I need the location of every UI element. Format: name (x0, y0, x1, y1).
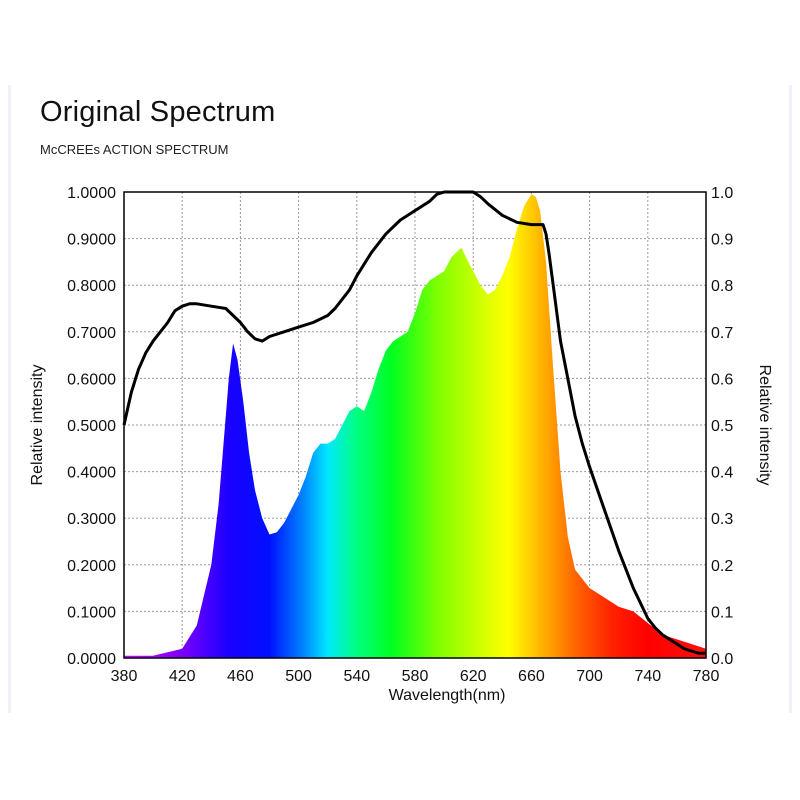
chart-subtitle: McCREEs ACTION SPECTRUM (40, 142, 229, 157)
y-right-tick-label: 0.8 (711, 278, 733, 295)
x-axis-ticks: 380 420 460 500 540 580 620 660 700 740 780 (111, 668, 720, 685)
y-axis-right-ticks: 0.0 0.1 0.2 0.3 0.4 0.5 0.6 0.7 0.8 0.9 1.0 (711, 185, 733, 668)
x-tick-label: 580 (402, 668, 429, 685)
y-left-tick-label: 1.0000 (67, 185, 116, 202)
y-right-tick-label: 0.2 (711, 558, 733, 575)
page-title: Original Spectrum (40, 96, 276, 128)
y-right-tick-label: 0.6 (711, 371, 733, 388)
x-tick-label: 700 (576, 668, 603, 685)
y-left-tick-label: 0.3000 (67, 511, 116, 528)
y-right-tick-label: 0.7 (711, 325, 733, 342)
y-right-tick-label: 0.3 (711, 511, 733, 528)
y-axis-left-label: Relative intensity (29, 365, 46, 486)
x-tick-label: 660 (518, 668, 545, 685)
x-tick-label: 500 (285, 668, 312, 685)
y-left-tick-label: 0.8000 (67, 278, 116, 295)
y-left-tick-label: 0.6000 (67, 371, 116, 388)
x-tick-label: 620 (460, 668, 487, 685)
y-right-tick-label: 0.4 (711, 465, 733, 482)
x-tick-label: 460 (227, 668, 254, 685)
x-tick-label: 540 (343, 668, 370, 685)
y-left-tick-label: 0.1000 (67, 604, 116, 621)
y-right-tick-label: 0.0 (711, 651, 733, 668)
y-right-tick-label: 0.1 (711, 604, 733, 621)
y-axis-right-label: Relative intensity (756, 365, 773, 486)
plot-frame (123, 191, 707, 659)
spectrum-area (124, 194, 706, 659)
x-axis-label: Wavelength(nm) (389, 687, 506, 704)
y-left-tick-label: 0.0000 (67, 651, 116, 668)
x-tick-label: 380 (111, 668, 138, 685)
x-tick-label: 740 (634, 668, 661, 685)
y-left-tick-label: 0.4000 (67, 465, 116, 482)
y-left-tick-label: 0.2000 (67, 558, 116, 575)
y-left-tick-label: 0.9000 (67, 232, 116, 249)
y-axis-left-ticks: 0.0000 0.1000 0.2000 0.3000 0.4000 0.5000 0.60… (67, 185, 116, 668)
x-tick-label: 780 (693, 668, 720, 685)
x-tick-label: 420 (169, 668, 196, 685)
y-left-tick-label: 0.5000 (67, 418, 116, 435)
action-spectrum-line (122, 190, 706, 655)
y-right-tick-label: 0.9 (711, 232, 733, 249)
y-left-tick-label: 0.7000 (67, 325, 116, 342)
y-right-tick-label: 0.5 (711, 418, 733, 435)
y-right-tick-label: 1.0 (711, 185, 733, 202)
